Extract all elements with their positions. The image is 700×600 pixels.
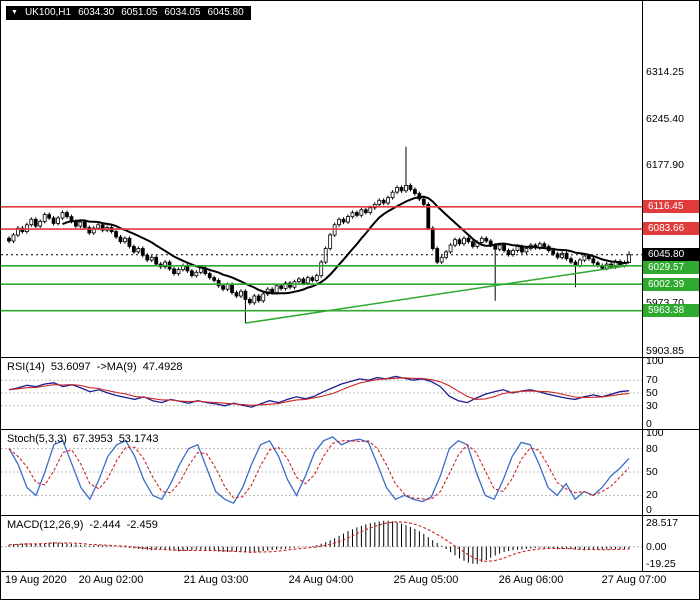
macd-axis-label: 28.517	[646, 517, 679, 529]
x-axis-label: 24 Aug 04:00	[288, 574, 354, 586]
macd-signal-value: -2.459	[126, 519, 158, 531]
symbol-period-label: UK100,H1	[24, 7, 72, 18]
ohlc-close-value: 6045.80	[207, 7, 244, 18]
macd-value: -2.444	[89, 519, 121, 531]
rsi-axis-label: 50	[646, 387, 658, 399]
stoch-axis-label: 80	[646, 443, 658, 455]
stoch-axis-label: 0	[646, 504, 652, 516]
stoch-axis-label: 100	[646, 427, 664, 439]
ohlc-open-value: 6034.30	[78, 7, 115, 18]
rsi-name: RSI(14)	[7, 361, 45, 373]
stoch-value: 67.3953	[72, 433, 113, 445]
x-axis-label: 26 Aug 06:00	[498, 574, 564, 586]
ohlc-low-value: 6034.05	[164, 7, 201, 18]
x-axis-label: 20 Aug 02:00	[78, 574, 144, 586]
ohlc-high-value: 6051.05	[121, 7, 158, 18]
macd-name: MACD(12,26,9)	[7, 519, 84, 531]
x-axis-label: 25 Aug 05:00	[393, 574, 459, 586]
rsi-ma-value: 47.4928	[142, 361, 183, 373]
rsi-axis-label: 70	[646, 374, 658, 386]
rsi-value: 53.6097	[50, 361, 91, 373]
resistance-price-badge: 6083.66	[643, 222, 699, 235]
rsi-axis-label: 0	[646, 418, 652, 430]
rsi-axis-label: 30	[646, 400, 658, 412]
support-price-badge: 6002.39	[643, 278, 699, 291]
symbol-info-bar: ▼ UK100,H1 6034.30 6051.05 6034.05 6045.…	[6, 6, 251, 20]
macd-axis-label: -19.25	[646, 558, 676, 570]
y-axis-label: 6314.25	[646, 66, 684, 78]
x-axis-label: 27 Aug 07:00	[601, 574, 667, 586]
y-axis-label: 6245.40	[646, 113, 684, 125]
stoch-signal-value: 53.1743	[118, 433, 159, 445]
rsi-ma-name: ->MA(9)	[96, 361, 137, 373]
stoch-axis-label: 20	[646, 489, 658, 501]
current-price-badge: 6045.80	[643, 248, 699, 261]
stoch-indicator-label[interactable]: Stoch(5,3,3) 67.3953 53.1743	[7, 433, 158, 445]
stoch-axis-label: 50	[646, 466, 658, 478]
rsi-indicator-label[interactable]: RSI(14) 53.6097 ->MA(9) 47.4928	[7, 361, 182, 373]
x-axis-label: 19 Aug 2020	[5, 574, 67, 586]
y-axis-label: 5903.85	[646, 345, 684, 357]
macd-axis-label: 0.00	[646, 541, 667, 553]
symbol-dropdown-icon[interactable]: ▼	[11, 8, 18, 16]
support-price-badge: 5963.38	[643, 304, 699, 317]
support-price-badge: 6029.57	[643, 261, 699, 274]
y-axis-label: 6177.90	[646, 159, 684, 171]
stoch-name: Stoch(5,3,3)	[7, 433, 67, 445]
resistance-price-badge: 6116.45	[643, 200, 699, 213]
macd-indicator-label[interactable]: MACD(12,26,9) -2.444 -2.459	[7, 519, 158, 531]
x-axis-label: 21 Aug 03:00	[183, 574, 249, 586]
rsi-axis-label: 100	[646, 355, 664, 367]
